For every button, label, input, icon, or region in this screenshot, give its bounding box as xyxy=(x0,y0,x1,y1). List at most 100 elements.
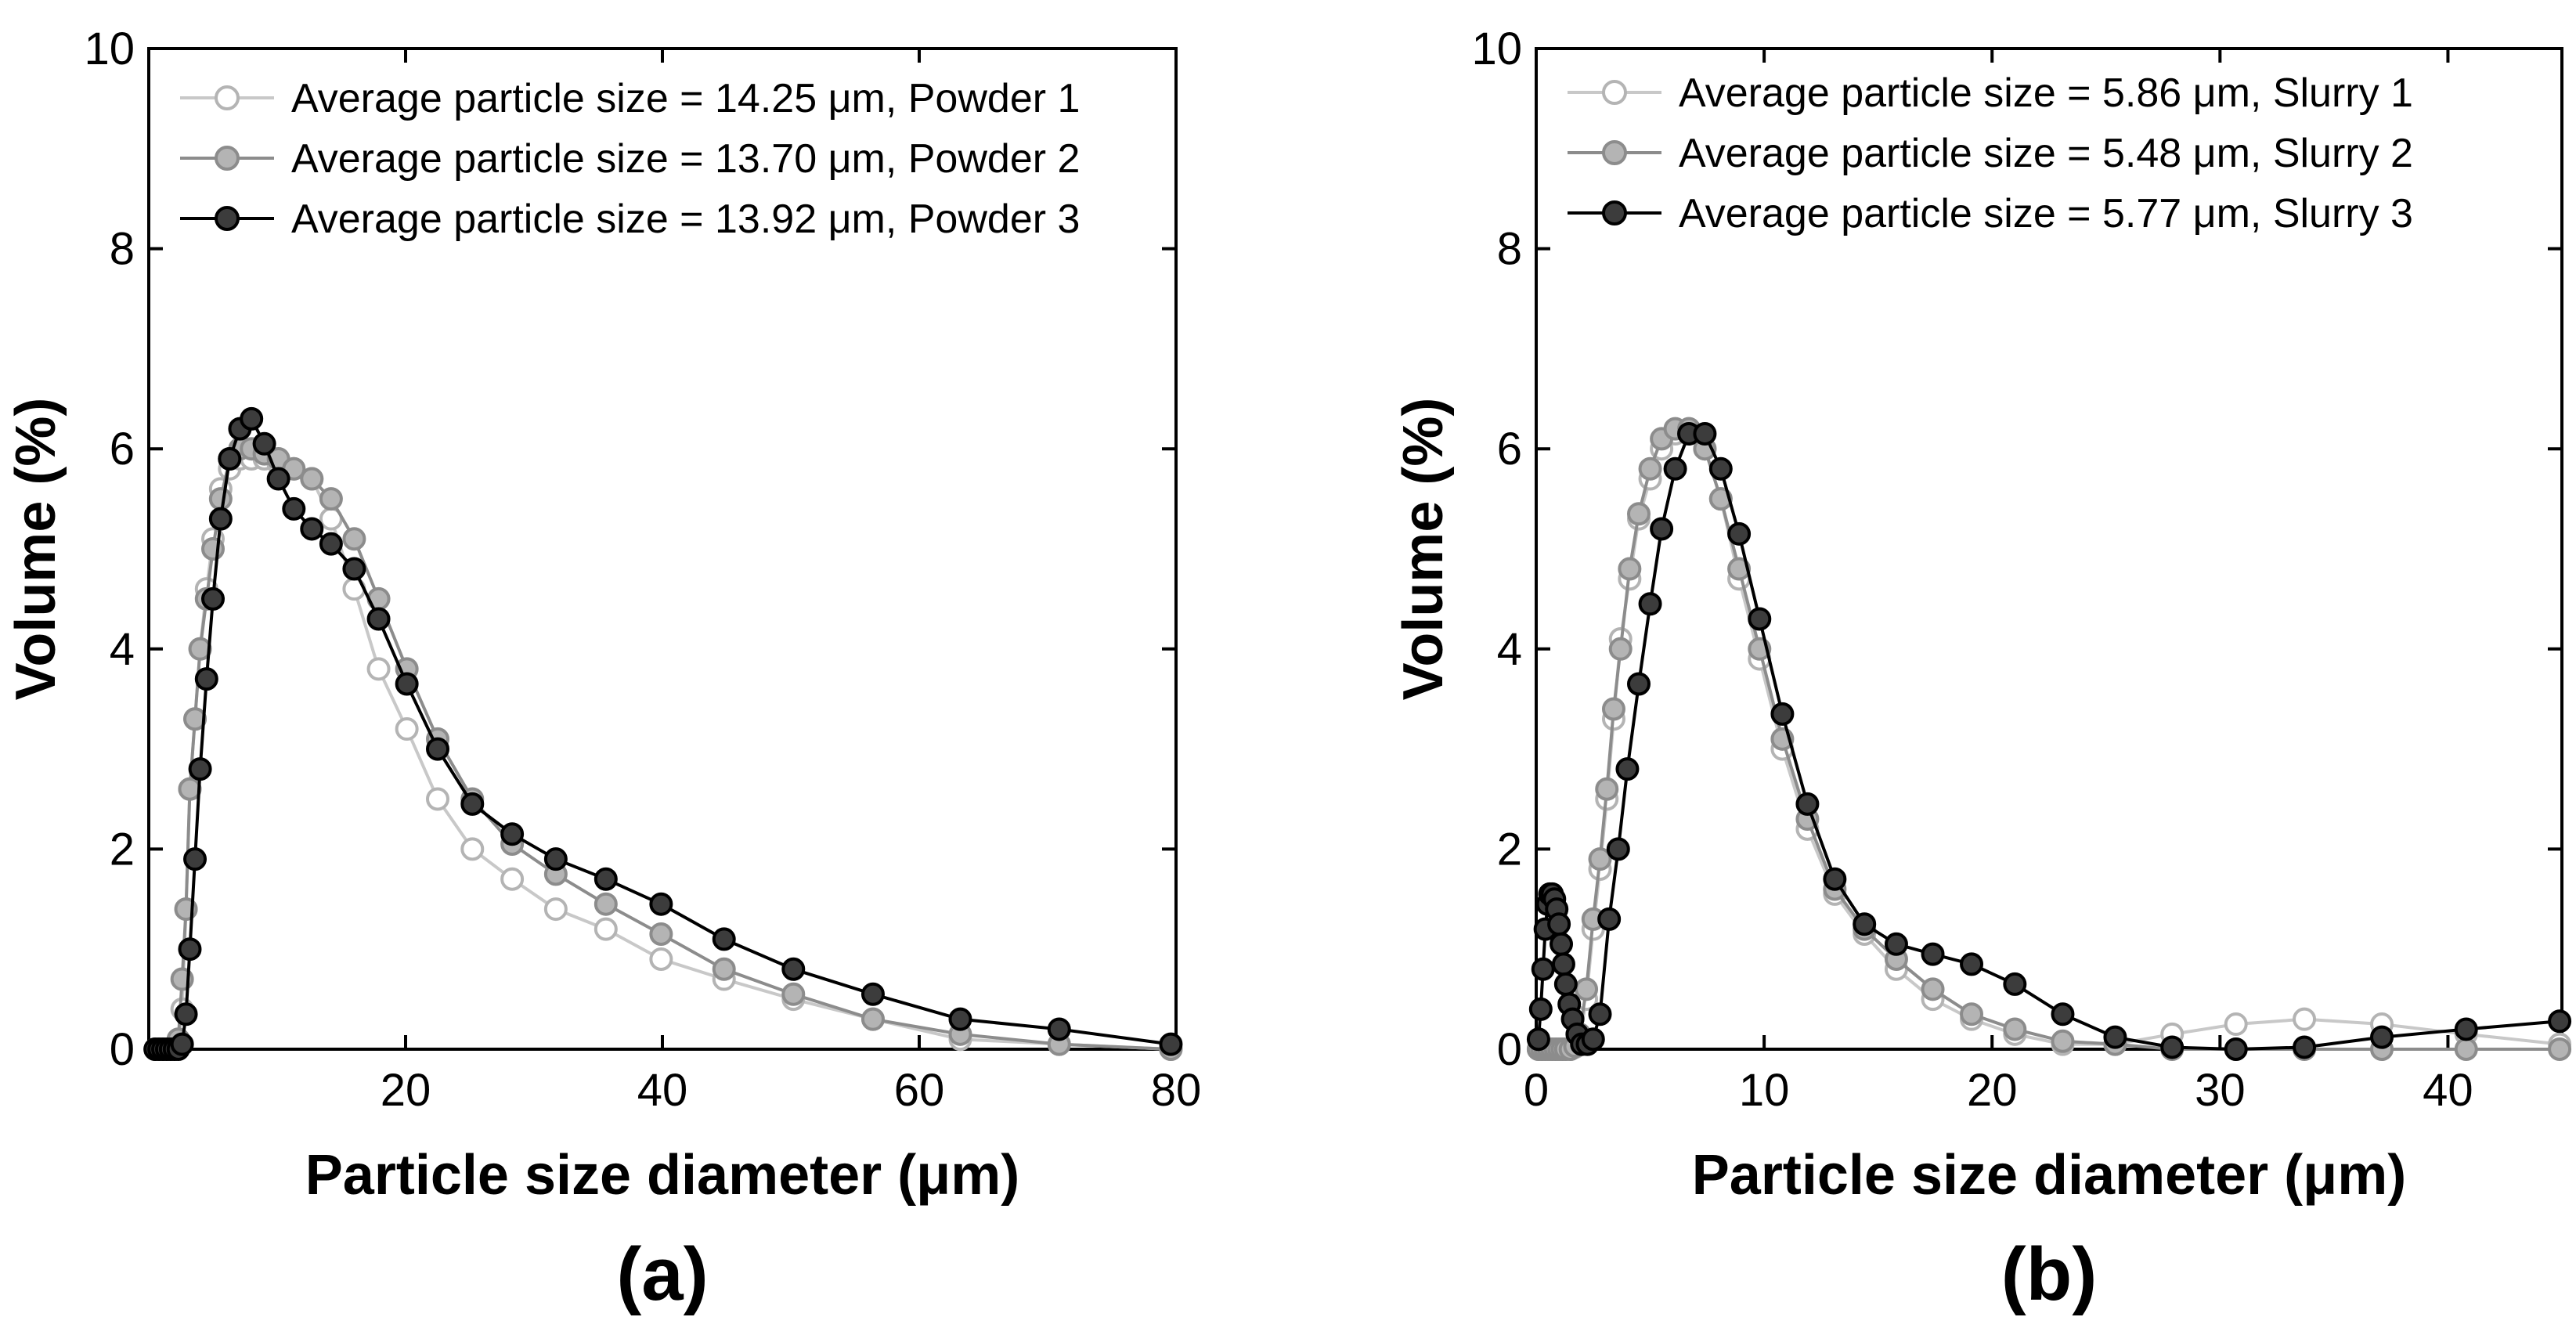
data-point xyxy=(1601,697,1625,721)
data-point xyxy=(2370,1025,2394,1049)
data-point xyxy=(1650,517,1674,541)
data-point xyxy=(1528,997,1553,1021)
data-point xyxy=(240,406,264,431)
y-tick-label: 6 xyxy=(110,424,135,474)
chart-panel-a: 0 2 4 6 8 10 20 40 60 80 Average particle size = … xyxy=(5,23,1201,1316)
plot-frame-b xyxy=(1535,47,2563,1051)
y-tick-label: 10 xyxy=(84,23,135,74)
data-point xyxy=(2293,1035,2317,1059)
y-tick-label: 8 xyxy=(110,224,135,275)
y-tick-label: 2 xyxy=(110,824,135,875)
data-point xyxy=(1795,792,1820,816)
legend-label: Average particle size = 13.70 μm, Powder… xyxy=(291,136,1080,182)
x-tick-label: 20 xyxy=(1967,1065,2018,1116)
x-tick-label: 0 xyxy=(1524,1065,1549,1116)
axes-a: 0 2 4 6 8 10 20 40 60 80 xyxy=(84,23,1201,1116)
legend-marker xyxy=(215,85,240,110)
data-point xyxy=(2224,1037,2248,1061)
data-point xyxy=(194,667,218,691)
data-point xyxy=(1550,932,1574,956)
series-line xyxy=(1538,427,2560,1051)
data-point xyxy=(2454,1017,2478,1041)
data-point xyxy=(319,487,343,511)
data-point xyxy=(860,1007,885,1031)
data-point xyxy=(319,532,343,556)
data-point xyxy=(201,586,225,611)
x-tick-label: 10 xyxy=(1739,1065,1790,1116)
legend-marker xyxy=(1602,140,1627,165)
data-point xyxy=(300,517,324,541)
data-point xyxy=(2003,1017,2027,1041)
data-point xyxy=(1823,867,1847,891)
series-line xyxy=(1536,432,2560,1052)
data-point xyxy=(266,467,290,491)
data-point xyxy=(1663,456,1687,481)
legend-marker xyxy=(1602,200,1627,226)
data-point xyxy=(500,822,525,846)
series-1 xyxy=(143,446,1183,1061)
data-point xyxy=(1615,757,1640,781)
data-point xyxy=(948,1007,972,1031)
data-point xyxy=(2293,1007,2317,1031)
y-tick-label: 6 xyxy=(1497,424,1522,474)
data-point xyxy=(188,757,212,781)
x-tick-label: 40 xyxy=(2423,1065,2473,1116)
data-point xyxy=(712,927,736,951)
data-point xyxy=(1575,977,1599,1001)
data-point xyxy=(2051,1002,2075,1027)
data-point xyxy=(1727,521,1752,546)
data-point xyxy=(593,867,618,891)
legend-label: Average particle size = 5.86 μm, Slurry … xyxy=(1679,70,2413,116)
data-point xyxy=(1727,557,1752,581)
legend-marker xyxy=(1602,80,1627,105)
data-point xyxy=(1597,907,1622,931)
x-tick-label: 40 xyxy=(637,1065,688,1116)
x-tick-label: 60 xyxy=(894,1065,945,1116)
panel-label-a: (a) xyxy=(616,1232,708,1316)
data-point xyxy=(1608,637,1633,661)
data-point xyxy=(1606,837,1630,861)
y-axis-title-a: Volume (%) xyxy=(5,398,67,701)
data-point xyxy=(208,507,233,531)
data-point xyxy=(1921,977,1945,1001)
data-point xyxy=(2160,1035,2185,1059)
data-point xyxy=(366,607,391,631)
data-point xyxy=(1588,1002,1612,1027)
axes-b: 0 2 4 6 8 10 0 10 20 30 40 xyxy=(1471,23,2562,1116)
data-point xyxy=(1770,702,1795,726)
data-point xyxy=(1884,932,1908,956)
legend-item: Average particle size = 5.48 μm, Slurry … xyxy=(1568,131,2413,176)
y-tick-label: 2 xyxy=(1497,824,1522,875)
series-line xyxy=(1538,427,2560,1051)
data-point xyxy=(1960,952,1984,976)
data-point xyxy=(1595,777,1619,801)
x-axis-title-a: Particle size diameter (μm) xyxy=(305,1144,1019,1207)
data-point xyxy=(1627,502,1651,526)
data-point xyxy=(366,657,391,681)
data-point xyxy=(2051,1029,2075,1053)
data-point xyxy=(426,787,449,811)
y-tick-label: 0 xyxy=(110,1024,135,1075)
data-point xyxy=(1708,456,1733,481)
data-point xyxy=(2548,1009,2572,1034)
chart-panel-b: 0 2 4 6 8 10 0 10 20 30 40 Average particle size =… xyxy=(1392,23,2572,1316)
data-point xyxy=(543,847,568,871)
data-point xyxy=(2224,1012,2248,1037)
data-point xyxy=(174,1002,198,1027)
data-point xyxy=(178,937,202,962)
legend-b: Average particle size = 5.86 μm, Slurry … xyxy=(1568,70,2413,236)
x-tick-label: 80 xyxy=(1151,1065,1202,1116)
series-2 xyxy=(1526,417,2572,1061)
data-point xyxy=(1921,942,1945,966)
data-point xyxy=(342,527,366,551)
legend-label: Average particle size = 13.92 μm, Powder… xyxy=(291,197,1080,242)
data-point xyxy=(649,922,673,947)
data-point xyxy=(593,892,618,916)
legend-marker xyxy=(215,206,240,231)
data-point xyxy=(1526,1027,1550,1052)
legend-item: Average particle size = 13.70 μm, Powder… xyxy=(180,136,1080,182)
data-point xyxy=(2454,1037,2478,1061)
data-point xyxy=(2103,1025,2127,1049)
series-1 xyxy=(1526,417,2572,1061)
